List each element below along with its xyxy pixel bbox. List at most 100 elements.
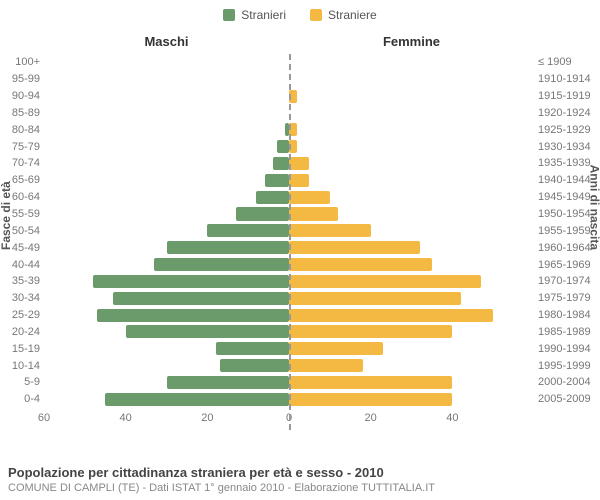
bar-zone-female (289, 206, 534, 223)
year-label: 1980-1984 (538, 309, 600, 321)
bar-zone-male (44, 290, 289, 307)
bar-male (265, 174, 290, 187)
bar-zone-female (289, 105, 534, 122)
year-label: 1990-1994 (538, 343, 600, 355)
bar-male (93, 275, 289, 288)
age-label: 85-89 (0, 107, 40, 119)
bar-female (289, 376, 452, 389)
x-tick: 60 (38, 412, 50, 424)
year-label: 1965-1969 (538, 259, 600, 271)
bar-female (289, 309, 493, 322)
bar-zone-male (44, 71, 289, 88)
legend-female-label: Straniere (328, 8, 377, 22)
age-label: 5-9 (0, 376, 40, 388)
bar-male (256, 191, 289, 204)
age-label: 70-74 (0, 157, 40, 169)
bar-zone-female (289, 172, 534, 189)
bar-male (236, 207, 289, 220)
age-label: 45-49 (0, 242, 40, 254)
age-label: 10-14 (0, 360, 40, 372)
age-label: 25-29 (0, 309, 40, 321)
bar-zone-female (289, 340, 534, 357)
legend-item-female: Straniere (310, 8, 377, 22)
bar-male (216, 342, 290, 355)
bar-zone-female (289, 239, 534, 256)
bar-zone-female (289, 71, 534, 88)
bar-zone-male (44, 172, 289, 189)
bar-female (289, 393, 452, 406)
year-label: 1995-1999 (538, 360, 600, 372)
bar-zone-male (44, 206, 289, 223)
bar-zone-male (44, 155, 289, 172)
bar-zone-male (44, 374, 289, 391)
age-label: 0-4 (0, 393, 40, 405)
bar-male (273, 157, 289, 170)
center-divider (289, 54, 291, 430)
bar-female (289, 292, 461, 305)
year-label: 2000-2004 (538, 376, 600, 388)
year-label: 1945-1949 (538, 191, 600, 203)
year-label: 1925-1929 (538, 124, 600, 136)
bar-zone-female (289, 138, 534, 155)
bar-zone-female (289, 307, 534, 324)
bar-male (220, 359, 289, 372)
bar-zone-female (289, 88, 534, 105)
bar-female (289, 157, 309, 170)
female-swatch (310, 9, 322, 21)
x-tick: 20 (201, 412, 213, 424)
bar-zone-female (289, 357, 534, 374)
bar-female (289, 342, 383, 355)
bar-zone-male (44, 88, 289, 105)
bar-zone-female (289, 121, 534, 138)
year-label: 1940-1944 (538, 174, 600, 186)
bar-zone-female (289, 54, 534, 71)
bar-male (167, 241, 290, 254)
age-label: 50-54 (0, 225, 40, 237)
bar-zone-female (289, 256, 534, 273)
legend-item-male: Stranieri (223, 8, 286, 22)
bar-zone-female (289, 324, 534, 341)
male-swatch (223, 9, 235, 21)
bar-male (154, 258, 289, 271)
population-pyramid-chart: Maschi Femmine 100+≤ 190995-991910-19149… (44, 34, 534, 430)
year-label: 1960-1964 (538, 242, 600, 254)
bar-zone-male (44, 324, 289, 341)
year-label: 1920-1924 (538, 107, 600, 119)
bar-male (126, 325, 289, 338)
chart-footer: Popolazione per cittadinanza straniera p… (8, 465, 592, 494)
bar-zone-male (44, 340, 289, 357)
chart-title: Popolazione per cittadinanza straniera p… (8, 465, 592, 480)
year-label: 1930-1934 (538, 141, 600, 153)
bar-zone-female (289, 222, 534, 239)
year-label: 2005-2009 (538, 393, 600, 405)
bar-zone-male (44, 273, 289, 290)
bar-female (289, 258, 432, 271)
bar-zone-female (289, 391, 534, 408)
bar-zone-male (44, 391, 289, 408)
bar-zone-female (289, 189, 534, 206)
bar-male (105, 393, 289, 406)
year-label: ≤ 1909 (538, 56, 600, 68)
bar-female (289, 207, 338, 220)
bar-zone-male (44, 54, 289, 71)
legend-male-label: Stranieri (241, 8, 286, 22)
bar-male (113, 292, 289, 305)
year-label: 1985-1989 (538, 326, 600, 338)
x-tick: 20 (365, 412, 377, 424)
year-label: 1950-1954 (538, 208, 600, 220)
year-label: 1935-1939 (538, 157, 600, 169)
chart-subtitle: COMUNE DI CAMPLI (TE) - Dati ISTAT 1° ge… (8, 482, 592, 494)
bar-female (289, 241, 420, 254)
x-tick: 40 (446, 412, 458, 424)
year-label: 1910-1914 (538, 73, 600, 85)
bar-male (207, 224, 289, 237)
bar-zone-male (44, 138, 289, 155)
age-label: 30-34 (0, 292, 40, 304)
age-label: 60-64 (0, 191, 40, 203)
bar-zone-male (44, 239, 289, 256)
bar-zone-male (44, 189, 289, 206)
age-label: 20-24 (0, 326, 40, 338)
year-label: 1975-1979 (538, 292, 600, 304)
bar-zone-female (289, 374, 534, 391)
chart-legend: Stranieri Straniere (0, 0, 600, 22)
